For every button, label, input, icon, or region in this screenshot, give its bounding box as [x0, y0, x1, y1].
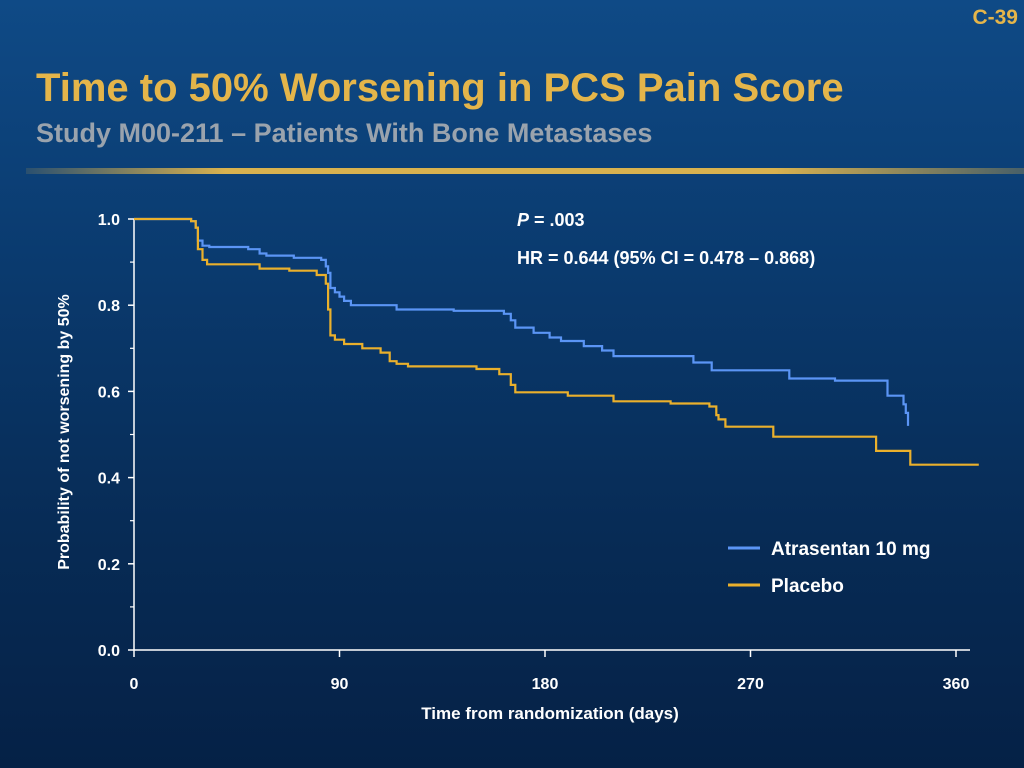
y-tick-label: 1.0 [98, 212, 120, 229]
y-tick-label: 0.0 [98, 643, 120, 660]
legend-label-atrasentan: Atrasentan 10 mg [771, 539, 930, 560]
hazard-ratio-annotation: HR = 0.644 (95% CI = 0.478 – 0.868) [517, 248, 815, 268]
legend: Atrasentan 10 mg Placebo [728, 539, 930, 597]
slide-subtitle: Study M00-211 – Patients With Bone Metas… [36, 118, 653, 148]
curve-atrasentan [134, 217, 910, 426]
x-tick-label: 180 [532, 676, 559, 693]
y-tick-label: 0.8 [98, 298, 120, 315]
y-tick-label: 0.2 [98, 557, 120, 574]
curve-placebo [134, 217, 979, 466]
x-axis-label: Time from randomization (days) [421, 704, 679, 723]
survival-curves [134, 217, 979, 466]
x-tick-label: 270 [737, 676, 764, 693]
y-tick-label: 0.6 [98, 384, 120, 401]
y-axis-label: Probability of not worsening by 50% [56, 294, 73, 570]
x-tick-label: 360 [943, 676, 970, 693]
p-value-annotation: P = .003 [517, 210, 585, 230]
title-divider [26, 168, 1024, 174]
slide-title: Time to 50% Worsening in PCS Pain Score [36, 66, 844, 110]
slide-number: C-39 [972, 6, 1018, 29]
y-tick-label: 0.4 [98, 471, 120, 488]
x-tick-label: 0 [130, 676, 139, 693]
axes: 0.0 0.2 0.4 0.6 0.8 1.0 0 90 180 270 360 [98, 212, 970, 693]
x-tick-label: 90 [331, 676, 349, 693]
legend-label-placebo: Placebo [771, 576, 844, 597]
